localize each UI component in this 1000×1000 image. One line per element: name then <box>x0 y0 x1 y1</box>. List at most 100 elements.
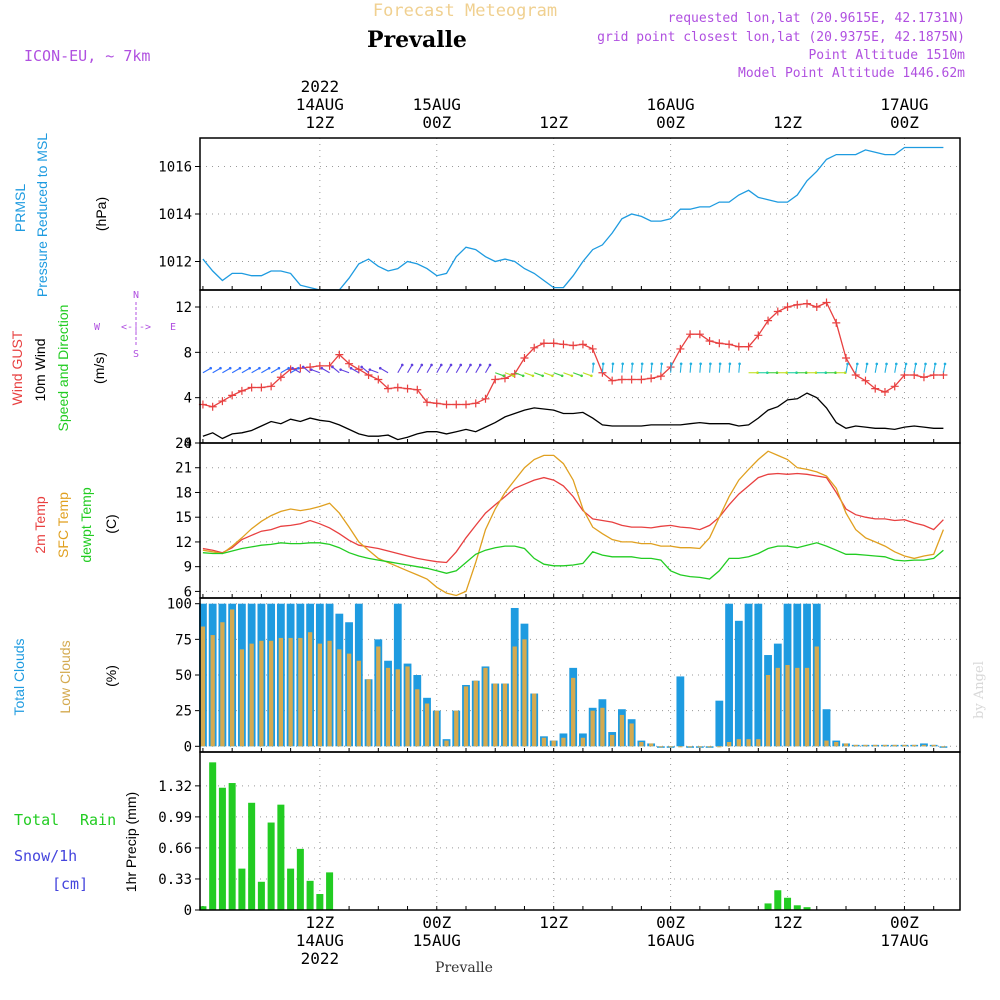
gust-point <box>715 339 724 348</box>
wind-direction-arrow <box>601 363 604 373</box>
low-cloud-bar <box>483 667 488 747</box>
rain-bar <box>257 881 265 910</box>
low-cloud-bar <box>795 667 800 747</box>
wind-direction-arrow <box>504 372 514 377</box>
wind-direction-arrow <box>369 369 379 374</box>
wind-direction-arrowhead <box>834 371 837 375</box>
wind-direction-arrowhead <box>709 362 712 366</box>
low-cloud-bar <box>454 710 459 747</box>
gust-point <box>656 372 665 381</box>
wind-direction-arrowhead <box>410 363 414 367</box>
low-cloud-bar <box>259 640 264 747</box>
wind-direction-arrowhead <box>339 368 342 371</box>
wind-direction-arrow <box>884 363 888 373</box>
rain-bar <box>793 905 801 910</box>
wind-direction-arrow <box>874 363 878 373</box>
gust-point <box>374 375 383 384</box>
footer-location: Prevalle <box>435 960 493 976</box>
total-cloud-label: Total Clouds <box>11 638 27 715</box>
wind-direction-arrow <box>621 363 624 373</box>
gust-point <box>423 398 432 407</box>
wind-direction-arrowhead <box>541 374 544 378</box>
time-axis-label: 12Z <box>305 913 334 932</box>
rain-bar <box>306 880 314 910</box>
wind-direction-arrowhead <box>310 368 313 371</box>
low-cloud-bar <box>424 703 430 747</box>
wind-direction-arrowhead <box>865 362 869 366</box>
rain-bar <box>764 903 772 910</box>
rain-bar <box>774 890 782 910</box>
wind-direction-arrow <box>514 372 524 377</box>
wind-direction-arrowhead <box>551 374 554 378</box>
wind-direction-arrow <box>340 369 350 374</box>
wind-direction-arrow <box>631 363 633 373</box>
time-axis-label: 14AUG <box>296 95 344 114</box>
wind-ytick-label: 12 <box>175 300 192 316</box>
wind-direction-arrow <box>845 363 849 373</box>
wind-direction-arrowhead <box>824 371 828 375</box>
rain-bar <box>803 907 811 910</box>
wind-direction-arrow <box>231 367 241 374</box>
time-axis-label: 00Z <box>656 113 685 132</box>
gust-point <box>354 365 363 374</box>
wind-direction-arrowhead <box>512 374 515 378</box>
time-axis-label: 16AUG <box>647 95 695 114</box>
low-cloud-bar <box>853 744 858 747</box>
wind-direction-arrowhead <box>287 366 290 370</box>
gust-point <box>880 388 889 396</box>
wind-direction-arrow <box>261 367 270 374</box>
pressure-ytick-label: 1012 <box>158 255 192 271</box>
low-cloud-bar <box>493 683 498 747</box>
wind-direction-arrowhead <box>856 362 859 366</box>
gust-point <box>578 340 587 349</box>
wind-direction-arrow <box>650 363 653 373</box>
temperature-ytick-label: 6 <box>184 584 192 600</box>
gust-point <box>228 391 237 400</box>
time-axis-label: 00Z <box>422 113 451 132</box>
wind-direction-arrowhead <box>846 362 849 366</box>
precip-ytick-label: 0.99 <box>158 810 192 826</box>
wind-direction-arrow <box>582 372 592 377</box>
time-axis-label: 00Z <box>890 913 919 932</box>
clouds-ytick-label: 0 <box>184 739 192 755</box>
wind-direction-arrow <box>709 363 711 373</box>
low-cloud-bar <box>765 675 771 747</box>
wind-direction-arrowhead <box>650 362 654 366</box>
low-cloud-bar <box>230 609 235 747</box>
time-axis-label: 12Z <box>305 113 334 132</box>
pressure-panel: 1012 1014 1016 <box>158 137 961 291</box>
temp-ylabel: (C) <box>103 514 119 533</box>
wind-direction-arrowhead <box>238 366 242 370</box>
low-cloud-bar <box>921 744 927 747</box>
gust-point <box>676 344 685 353</box>
wind-direction-arrow <box>475 364 481 374</box>
total-cloud-bar <box>822 709 831 747</box>
gust-point <box>452 400 461 409</box>
rain-bar <box>238 868 246 910</box>
wind-direction-arrowhead <box>291 366 294 370</box>
low-cloud-bar <box>882 744 888 747</box>
gust-point <box>403 384 412 393</box>
clouds-ytick-label: 25 <box>175 704 192 720</box>
gust-point <box>276 373 285 382</box>
wind-direction-arrow <box>894 363 897 373</box>
low-cloud-bar <box>327 640 332 747</box>
series-line-prmsl-pressure-reduced-to-msl <box>202 146 944 291</box>
gust-point <box>871 384 880 393</box>
low-cloud-bar <box>502 683 508 747</box>
low-cloud-bar <box>619 714 625 747</box>
wind-direction-arrow <box>699 363 702 373</box>
low-cloud-bar <box>337 649 342 747</box>
gust-point <box>783 303 792 311</box>
wind-direction-arrow <box>933 363 936 373</box>
wind-direction-arrowhead <box>570 374 574 378</box>
time-axis-label: 14AUG <box>296 931 344 950</box>
rain-bar <box>296 848 304 910</box>
wind-direction-arrowhead <box>592 362 595 366</box>
low-cloud-bar <box>843 743 849 747</box>
wind-direction-arrow <box>524 372 534 377</box>
gust-point <box>384 384 393 393</box>
wind-direction-arrowhead <box>267 366 271 370</box>
gust-point <box>413 385 422 394</box>
